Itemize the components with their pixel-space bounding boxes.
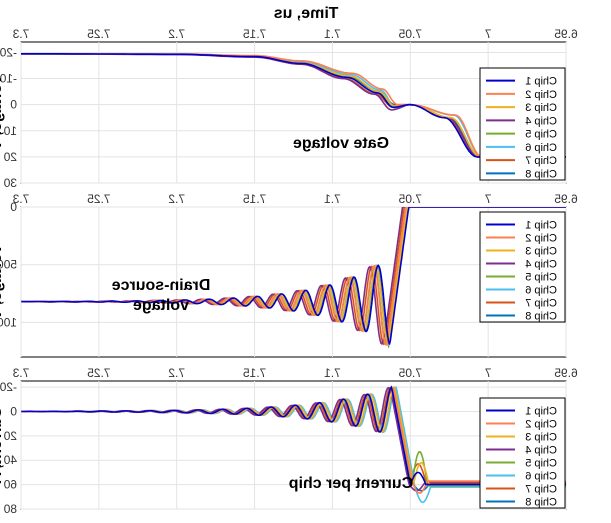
mirror-group: Time, us 6.9577.057.17.157.27.257.3-20-1… [0,5,578,516]
x-tick-label: 7.2 [168,192,185,206]
annotation-text: Drain-source [112,277,211,294]
annotation-text: Gate voltage [293,135,389,152]
x-tick-label: 7.15 [243,366,267,380]
y-tick-label: 10 [3,124,17,138]
x-tick-label: 7 [484,366,491,380]
y-tick-label: 60 [3,478,17,492]
x-tick-label: 7.1 [324,192,341,206]
x-tick-label: 7.3 [12,27,29,41]
legend-label: Chip 8 [525,497,557,509]
x-tick-label: 7 [484,27,491,41]
x-tick-label: 7.05 [398,192,422,206]
y-tick-label: 0 [10,98,17,112]
annotation-text: Current per chip [289,475,414,492]
legend-label: Chip 8 [525,311,557,323]
series-line-chip-1 [21,53,566,158]
panel-2: 6.95 7 7.05 7.1 7.15 7.2 7.25 7.30 500 1000Voltag… [0,192,578,358]
legend-label: Chip 4 [525,115,557,127]
legend-label: Chip 7 [525,298,557,310]
y-tick-label: 30 [3,176,17,190]
legend-label: Chip 1 [525,220,557,232]
legend-label: Chip 3 [525,432,557,444]
y-tick-label: -20 [0,380,17,394]
figure-title: Time, us [274,5,339,22]
legend-label: Chip 6 [525,471,557,483]
legend-label: Chip 5 [525,272,557,284]
legend-label: Chip 3 [525,102,557,114]
series-group [21,207,566,349]
legend-label: Chip 2 [525,233,557,245]
x-tick-label: 7.25 [87,366,111,380]
legend-label: Chip 3 [525,246,557,258]
x-tick-label: 6.95 [554,192,578,206]
x-tick-label: 6.95 [554,27,578,41]
x-tick-label: 7.2 [168,27,185,41]
legend-label: Chip 1 [525,76,557,88]
legend-label: Chip 8 [525,168,557,180]
x-tick-label: 7.3 [12,366,29,380]
x-tick-label: 7.1 [324,366,341,380]
x-tick-label: 7.25 [87,27,111,41]
y-tick-label: 80 [3,502,17,516]
y-axis-label: Voltage, V [0,74,5,150]
plot-area [20,41,567,184]
y-tick-label: 0 [10,404,17,418]
y-tick-label: -20 [0,45,17,59]
y-tick-label: 0 [10,200,17,214]
x-tick-label: 6.95 [554,366,578,380]
annotation-text: voltage [133,297,189,314]
x-tick-label: 7.05 [398,366,422,380]
y-axis-label: Current, A [0,406,5,484]
legend-label: Chip 4 [525,445,557,457]
series-group [21,385,566,504]
y-tick-label: 20 [3,429,17,443]
legend-label: Chip 6 [525,142,557,154]
legend-box [479,397,566,509]
y-tick-label: 500 [0,258,17,272]
y-axis-label: Voltage, V [0,244,5,320]
legend-box [479,67,566,181]
panels: 6.9577.057.17.157.27.257.3-20-100102030V… [0,27,578,516]
x-tick-label: 7.1 [324,27,341,41]
x-tick-label: 7.15 [243,27,267,41]
y-tick-label: -10 [0,72,17,86]
legend-label: Chip 4 [525,259,557,271]
y-tick-label: 20 [3,150,17,164]
x-tick-label: 7.05 [398,27,422,41]
x-tick-label: 7 [484,192,491,206]
x-tick-label: 7.15 [243,192,267,206]
legend-box [479,211,566,323]
legend-label: Chip 7 [525,155,557,167]
y-tick-label: 1000 [0,315,17,329]
legend-label: Chip 6 [525,285,557,297]
legend-label: Chip 2 [525,419,557,431]
legend-label: Chip 7 [525,484,557,496]
series-line-chip-1 [21,385,566,486]
x-tick-label: 7.2 [168,366,185,380]
legend-label: Chip 5 [525,458,557,470]
x-tick-label: 7.3 [12,192,29,206]
x-tick-label: 7.25 [87,192,111,206]
y-tick-label: 40 [3,453,17,467]
legend-label: Chip 5 [525,129,557,141]
panel-3: 6.95 7 7.05 7.1 7.15 7.2 7.25 7.3-20 0 20 40 60 80 Cu… [0,366,578,516]
legend-label: Chip 1 [525,406,557,418]
legend-label: Chip 2 [525,89,557,101]
panel-1: 6.95 7 7.05 7.1 7.15 7.2 7.25 7.3 -20 -10 0 10 20 30 V… [0,27,578,190]
series-line-chip-1 [21,207,566,345]
